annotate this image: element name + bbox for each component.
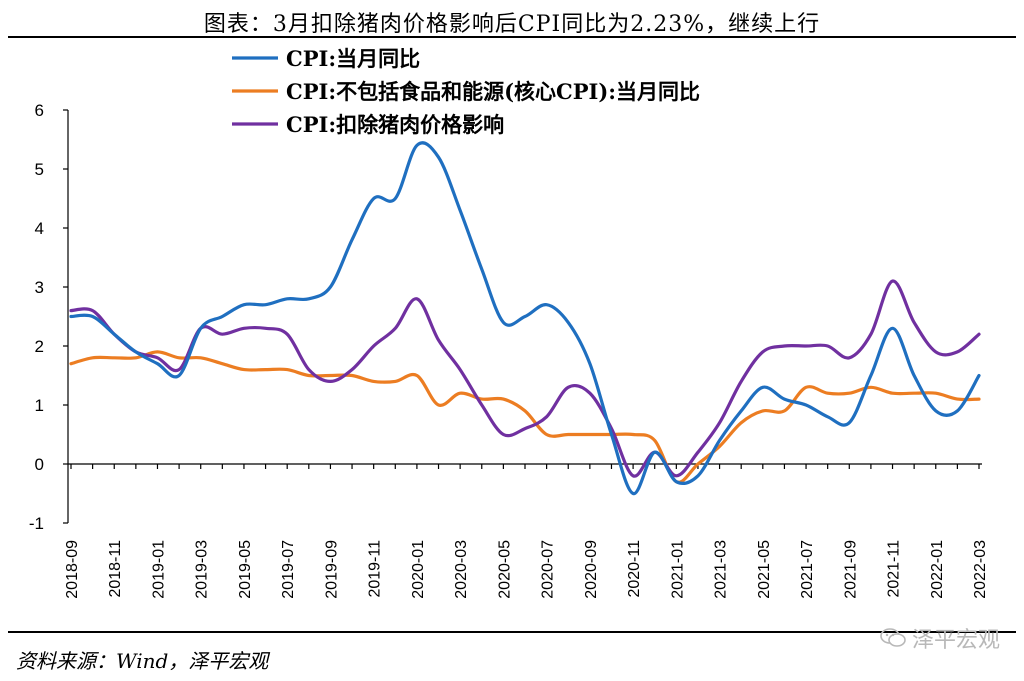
top-rule: [8, 36, 1016, 38]
x-tick-label: 2020-11: [626, 540, 643, 598]
x-tick-label: 2022-01: [929, 540, 946, 599]
y-tick-label: 4: [35, 219, 44, 238]
y-tick-label: 2: [35, 337, 44, 356]
y-tick-label: 3: [35, 278, 44, 297]
y-tick-label: 1: [35, 396, 44, 415]
wechat-icon: [880, 628, 906, 647]
x-tick-label: 2021-05: [756, 540, 773, 599]
x-tick-label: 2020-03: [453, 540, 470, 599]
series-line-2: [69, 279, 981, 478]
bottom-rule: [8, 631, 1016, 633]
x-tick-label: 2020-05: [496, 540, 513, 599]
x-tick-label: 2021-03: [713, 540, 730, 599]
series-line-1: [69, 350, 981, 484]
x-tick-label: 2021-07: [799, 540, 816, 599]
x-tick-label: 2018-11: [107, 540, 124, 598]
x-tick-label: 2021-01: [669, 540, 686, 599]
source-note: 资料来源：Wind，泽平宏观: [16, 649, 269, 673]
watermark: 泽平宏观: [880, 622, 1000, 654]
y-tick-label: 5: [35, 160, 44, 179]
x-tick-label: 2021-09: [842, 540, 859, 599]
y-tick-label: 6: [35, 101, 44, 120]
chart-title: 图表：3月扣除猪肉价格影响后CPI同比为2.23%，继续上行: [203, 12, 821, 37]
cpi-line-chart: -1 0 1 2 3 4 5 6 2018-09 2018-11 2019-01 2019-03 201…: [29, 46, 989, 599]
y-tick-label: 0: [35, 455, 44, 474]
axes: -1 0 1 2 3 4 5 6 2018-09 2018-11 2019-01 2019-03 201…: [29, 101, 989, 599]
x-tick-label: 2019-05: [237, 540, 254, 599]
x-tick-label: 2019-07: [280, 540, 297, 599]
y-tick-label: -1: [29, 514, 44, 533]
x-tick-label: 2018-09: [64, 540, 81, 599]
x-tick-label: 2019-01: [150, 540, 167, 599]
legend-label-2: CPI:扣除猪肉价格影响: [286, 112, 504, 137]
series-line-0: [69, 141, 981, 496]
legend-label-0: CPI:当月同比: [286, 46, 420, 71]
x-tick-label: 2021-11: [886, 540, 903, 598]
x-tick-label: 2019-11: [367, 540, 384, 598]
legend: CPI:当月同比 CPI:不包括食品和能源(核心CPI):当月同比 CPI:扣除猪肉…: [232, 46, 700, 137]
x-tick-label: 2020-09: [583, 540, 600, 599]
legend-label-1: CPI:不包括食品和能源(核心CPI):当月同比: [286, 79, 700, 104]
watermark-text: 泽平宏观: [911, 628, 1000, 653]
series-layer: [69, 141, 981, 496]
x-tick-label: 2020-01: [410, 540, 427, 599]
x-tick-label: 2022-03: [972, 540, 989, 599]
x-tick-label: 2019-09: [323, 540, 340, 599]
x-tick-label: 2020-07: [540, 540, 557, 599]
x-tick-label: 2019-03: [194, 540, 211, 599]
